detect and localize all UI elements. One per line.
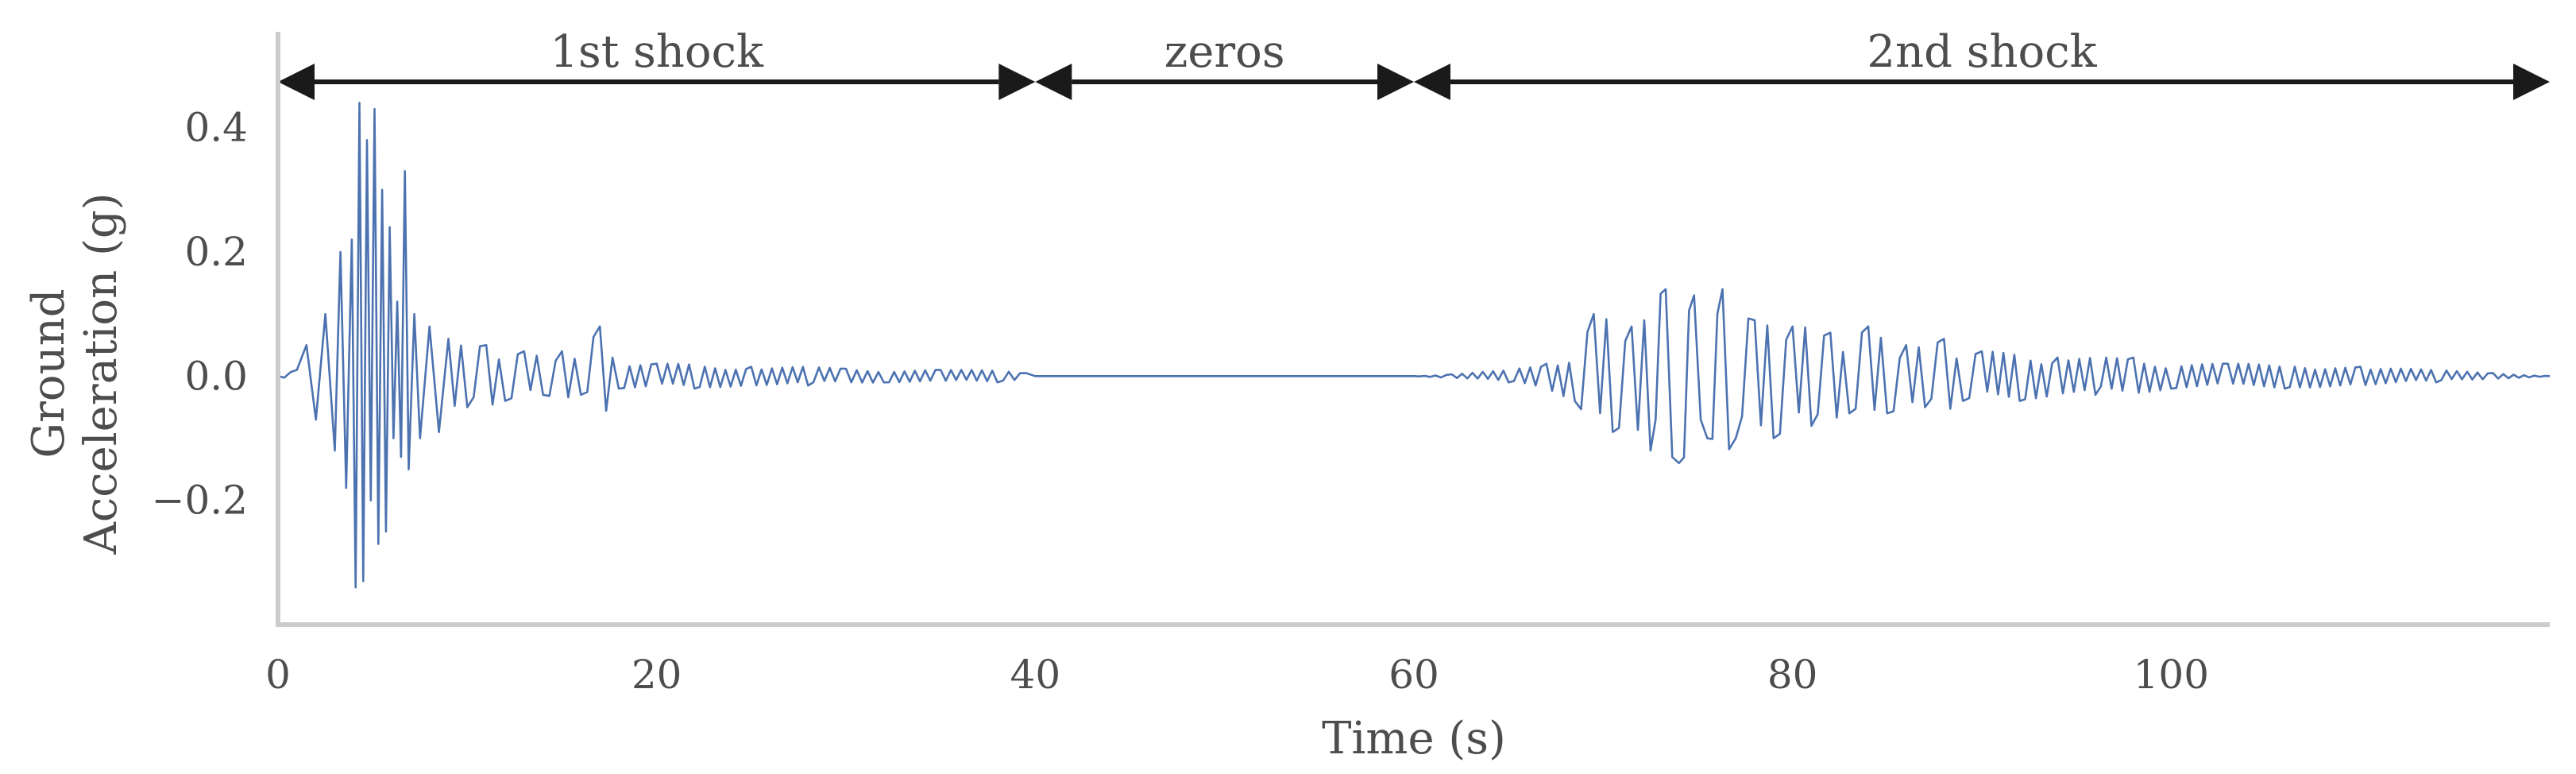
y-axis-label-line-2: Acceleration (g) (75, 192, 127, 555)
arrow-head-left (1414, 64, 1450, 100)
arrow-head-right (1377, 64, 1414, 100)
segment-arrow: 1st shock (278, 26, 1036, 100)
segment-arrow: 2nd shock (1414, 26, 2550, 100)
segment-label: 1st shock (550, 26, 764, 78)
signal-layer (277, 102, 2551, 589)
x-tick-label: 60 (1388, 652, 1439, 698)
x-tick-labels: 0 20 40 60 80 100 (265, 652, 2209, 698)
segment-annotations: 1st shock zeros 2nd shock (278, 26, 2550, 100)
y-axis-label-line-1: Ground (23, 288, 75, 458)
arrow-head-left (1035, 64, 1072, 100)
arrow-head-right (2513, 64, 2550, 100)
x-tick-label: 0 (265, 652, 291, 698)
segment-label: zeros (1164, 26, 1285, 78)
y-tick-labels: −0.2 0.0 0.2 0.4 (152, 105, 248, 524)
segment-label: 2nd shock (1867, 26, 2097, 78)
arrow-head-right (998, 64, 1036, 100)
y-tick-label: 0.0 (184, 353, 248, 399)
arrow-head-left (278, 64, 315, 100)
series-line (277, 102, 2551, 589)
x-tick-label: 100 (2134, 652, 2209, 698)
y-tick-label: 0.4 (184, 105, 248, 151)
x-axis-label: Time (s) (1322, 713, 1506, 764)
segment-arrow: zeros (1035, 26, 1414, 100)
x-tick-label: 80 (1767, 652, 1818, 698)
x-tick-label: 40 (1010, 652, 1061, 698)
y-axis-label: Ground Acceleration (g) (23, 192, 127, 555)
x-tick-label: 20 (631, 652, 682, 698)
y-tick-label: 0.2 (184, 229, 248, 275)
y-tick-label: −0.2 (152, 478, 248, 524)
